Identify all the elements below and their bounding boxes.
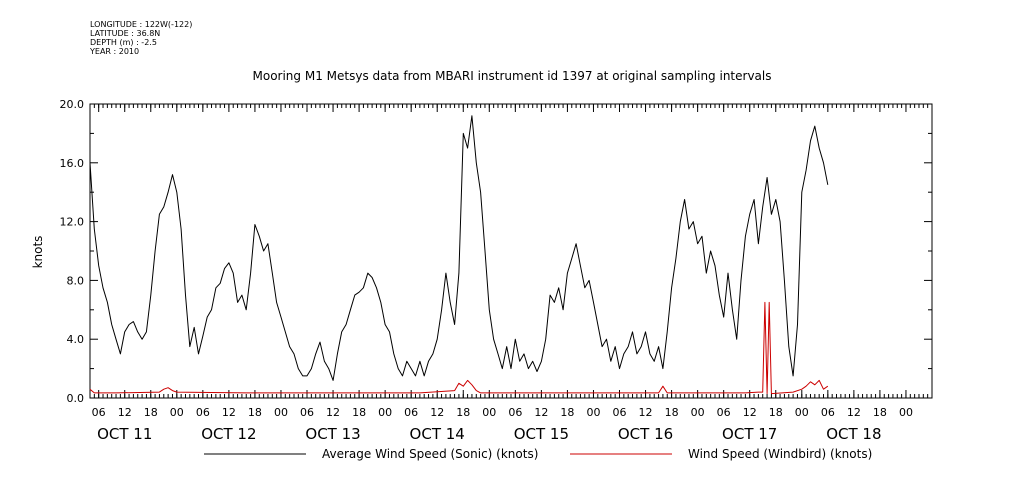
x-hour-label: 18 [456,406,470,419]
x-day-label: OCT 14 [410,425,465,443]
x-day-label: OCT 13 [305,425,360,443]
legend-label: Wind Speed (Windbird) (knots) [688,447,872,461]
plot-frame [89,103,933,399]
meta-year: YEAR : 2010 [90,47,140,56]
x-day-label: OCT 11 [97,425,152,443]
x-hour-label: 18 [769,406,783,419]
y-tick-label: 4.0 [67,333,85,346]
series-line-sonic [89,115,829,381]
x-hour-label: 00 [378,406,392,419]
x-hour-label: 12 [430,406,444,419]
x-day-label: OCT 17 [722,425,777,443]
x-hour-label: 00 [586,406,600,419]
x-hour-label: 12 [118,406,132,419]
x-hour-label: 06 [821,406,835,419]
x-day-label: OCT 15 [514,425,569,443]
meta-depth: DEPTH (m) : -2.5 [90,38,157,47]
series-line-windbird [89,301,829,395]
x-hour-label: 18 [144,406,158,419]
x-hour-label: 06 [717,406,731,419]
x-hour-label: 18 [248,406,262,419]
x-hour-label: 12 [847,406,861,419]
x-hour-label: 12 [222,406,236,419]
x-hour-label: 00 [691,406,705,419]
y-tick-label: 8.0 [67,274,85,287]
meta-latitude: LATITUDE : 36.8N [90,29,161,38]
x-hour-label: 00 [170,406,184,419]
legend-label: Average Wind Speed (Sonic) (knots) [322,447,538,461]
x-hour-label: 00 [899,406,913,419]
x-day-label: OCT 16 [618,425,673,443]
y-axis-label: knots [31,236,45,269]
x-hour-label: 12 [639,406,653,419]
x-hour-label: 18 [352,406,366,419]
x-hour-label: 12 [743,406,757,419]
chart-title: Mooring M1 Metsys data from MBARI instru… [253,69,772,83]
x-hour-label: 06 [196,406,210,419]
x-hour-label: 06 [613,406,627,419]
y-tick-label: 16.0 [60,157,85,170]
x-day-label: OCT 12 [201,425,256,443]
y-tick-label: 20.0 [60,98,85,111]
x-hour-label: 00 [274,406,288,419]
meta-longitude: LONGITUDE : 122W(-122) [90,20,193,29]
y-tick-label: 12.0 [60,216,85,229]
x-hour-label: 00 [795,406,809,419]
x-hour-label: 12 [326,406,340,419]
x-hour-label: 06 [508,406,522,419]
y-tick-label: 0.0 [67,392,85,405]
x-hour-label: 18 [560,406,574,419]
x-hour-label: 06 [300,406,314,419]
x-hour-label: 00 [482,406,496,419]
x-hour-label: 12 [534,406,548,419]
x-hour-label: 06 [92,406,106,419]
x-hour-label: 06 [404,406,418,419]
x-hour-label: 18 [873,406,887,419]
x-day-label: OCT 18 [826,425,881,443]
x-hour-label: 18 [665,406,679,419]
